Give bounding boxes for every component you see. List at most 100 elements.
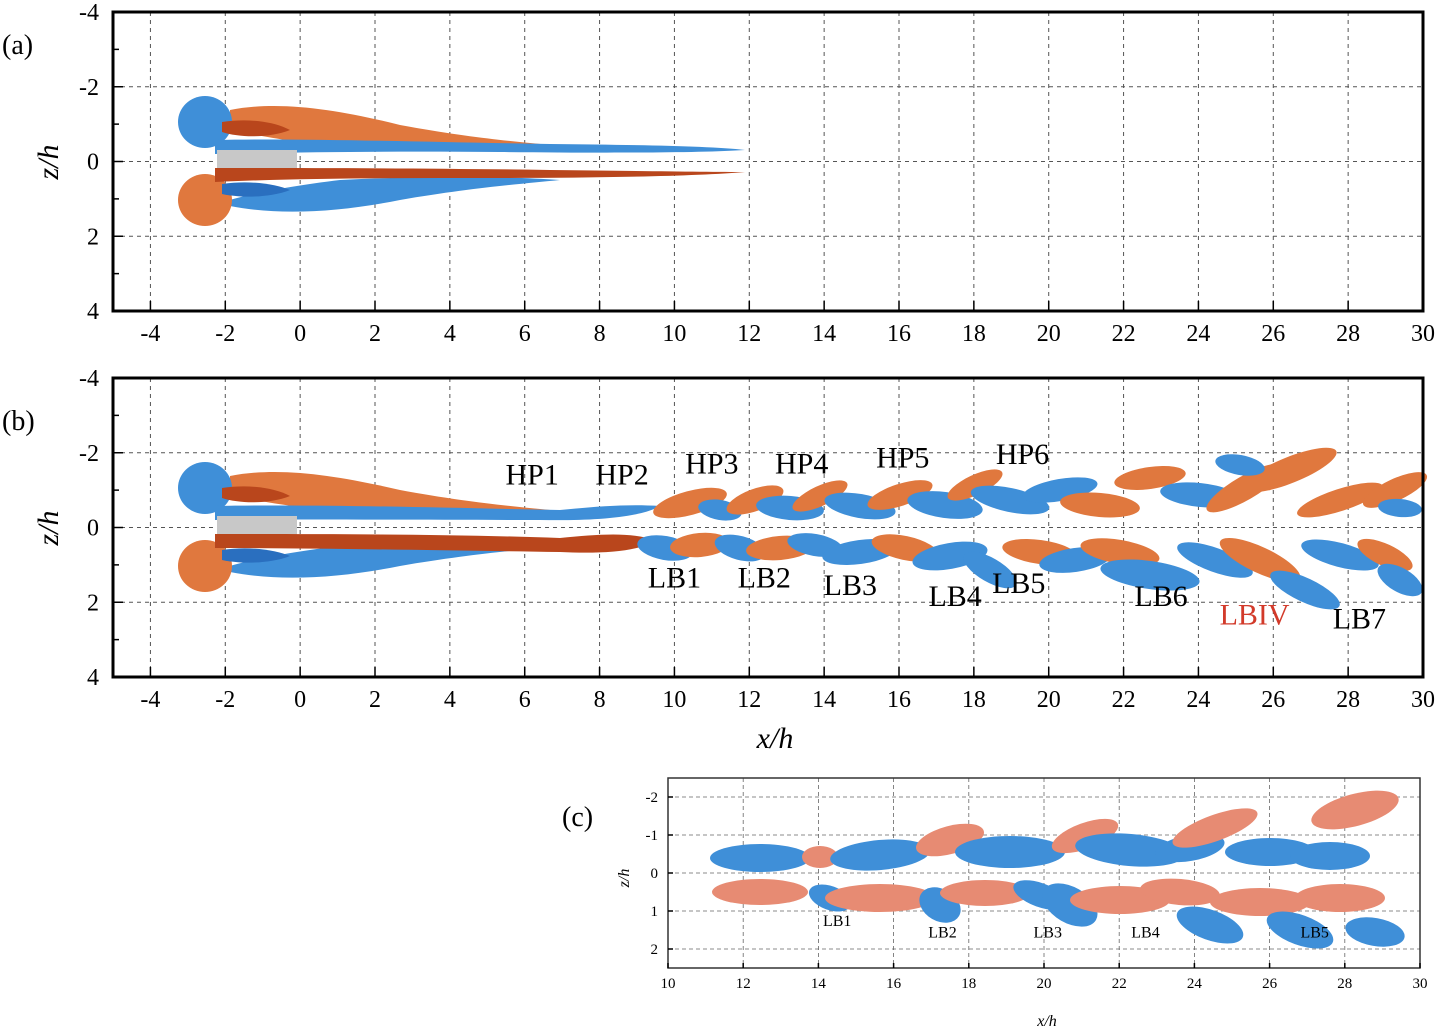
panel-c-xtick-label: 26 bbox=[1262, 976, 1278, 992]
panel-c-isosurfaces bbox=[710, 790, 1405, 949]
vortex-blob bbox=[940, 880, 1030, 906]
panel-b-xtick-label: 12 bbox=[737, 687, 761, 713]
structure-label-hp6: HP6 bbox=[996, 438, 1049, 471]
structure-label-lbiv: LBIV bbox=[1220, 599, 1290, 632]
vortex-blob bbox=[1177, 542, 1253, 578]
vortex-blob bbox=[1215, 454, 1265, 476]
vortex-blob bbox=[1378, 498, 1422, 518]
structure-label-lb6: LB6 bbox=[1134, 580, 1187, 613]
vortex-blob bbox=[947, 469, 1003, 501]
vortex-blob bbox=[1377, 563, 1423, 597]
vortex-blob bbox=[970, 485, 1050, 515]
panel-a-xtick-label: 6 bbox=[519, 321, 531, 347]
panel-b-far-wake-vortices bbox=[637, 447, 1428, 610]
panel-c-ztick-label: 2 bbox=[651, 942, 659, 958]
panel-a-upper-blue-head bbox=[178, 96, 232, 148]
panel-b-lower-blue-core bbox=[222, 548, 290, 563]
panel-b-ylabel: z/h bbox=[32, 510, 65, 546]
vortex-blob bbox=[825, 884, 935, 912]
vortex-blob bbox=[1301, 539, 1379, 571]
panel-b-ztick-label: 0 bbox=[87, 516, 99, 542]
panel-c-xtick-label: 30 bbox=[1413, 976, 1428, 992]
panel-c-label: (c) bbox=[562, 802, 593, 833]
vortex-blob bbox=[1100, 559, 1200, 591]
panel-b-xtick-label: 26 bbox=[1261, 687, 1285, 713]
vortex-blob bbox=[1266, 911, 1334, 949]
panel-c-xtick-label: 14 bbox=[811, 976, 827, 992]
panel-b-xlabel: x/h bbox=[756, 722, 794, 755]
structure-label-hp2: HP2 bbox=[595, 459, 648, 492]
vortex-blob bbox=[710, 844, 810, 872]
vortex-blob bbox=[1311, 790, 1399, 830]
panel-b-xtick-label: 22 bbox=[1112, 687, 1136, 713]
panel-c-xlabel: x/h bbox=[1036, 1013, 1057, 1029]
panel-a-upper-orange-sheet bbox=[230, 105, 560, 149]
panel-c-ylabel: z/h bbox=[616, 869, 633, 889]
panel-b-xtick-label: 28 bbox=[1336, 687, 1360, 713]
structure-label-lb1: LB1 bbox=[648, 561, 701, 594]
vortex-blob bbox=[1210, 888, 1310, 916]
vortex-blob bbox=[1357, 538, 1413, 572]
vortex-blob bbox=[1140, 878, 1220, 906]
panel-b-label: (b) bbox=[2, 406, 35, 437]
vortex-blob bbox=[1362, 472, 1428, 508]
panel-b-upper-blue-head bbox=[178, 462, 232, 514]
panel-b-ztick-label: 2 bbox=[87, 590, 99, 616]
panel-b: (b) -4 -2 0 2 4 6 8 10 12 14 16 18 20 22 24 26 28 30-4-20… bbox=[2, 366, 1435, 755]
panel-c-xtick-label: 12 bbox=[736, 976, 751, 992]
vortex-blob bbox=[1295, 884, 1385, 912]
panel-a-xtick-label: 22 bbox=[1112, 321, 1136, 347]
structure-label-lb7: LB7 bbox=[1333, 602, 1386, 635]
panel-c-xtick-label: 16 bbox=[886, 976, 902, 992]
panel-a-ztick-label: -4 bbox=[79, 0, 99, 26]
panel-c-xtick-label: 10 bbox=[661, 976, 676, 992]
panel-c-xtick-label: 24 bbox=[1187, 976, 1203, 992]
panel-a-upper-blue-sheet bbox=[215, 139, 745, 154]
panel-b-structure-labels: HP1 HP2 HP3 HP4 HP5 HP6 LB1 LB2 LB3 LB4 LB5 LB6 LBIV… bbox=[506, 438, 1387, 635]
panel-a-xtick-label: 18 bbox=[962, 321, 986, 347]
vortex-blob bbox=[792, 480, 848, 512]
vortex-blob bbox=[1176, 906, 1244, 944]
panel-b-grid bbox=[113, 378, 1423, 677]
vortex-blob bbox=[1114, 466, 1186, 490]
panel-a-isosurfaces bbox=[178, 96, 745, 226]
panel-b-ztick-label: -2 bbox=[79, 441, 99, 467]
panel-c-structure-labels: LB1 LB2 LB3 LB4 LB5 bbox=[823, 913, 1329, 941]
panel-b-lower-orange-sheet bbox=[215, 534, 655, 553]
panel-b-isosurfaces bbox=[178, 447, 1428, 610]
structure-label-hp1: HP1 bbox=[506, 459, 559, 492]
panel-b-lower-blue-sheet bbox=[230, 543, 560, 578]
panel-b-xtick-label: 18 bbox=[962, 687, 986, 713]
panel-a: (a) -4 -2 0 2 4 6 8 10 12 14 16 18 20 22 24 26 28 30-4-20… bbox=[2, 0, 1435, 347]
structure-label-lb4: LB4 bbox=[928, 580, 981, 613]
vortex-blob bbox=[1172, 808, 1258, 848]
panel-a-lower-orange-sheet bbox=[215, 168, 745, 182]
panel-b-xtick-label: 10 bbox=[662, 687, 686, 713]
structure-label-hp3: HP3 bbox=[685, 447, 738, 480]
panel-c-xtick-label: 22 bbox=[1112, 976, 1127, 992]
panel-c-ztick-label: 0 bbox=[651, 866, 659, 882]
panel-a-xtick-label: 0 bbox=[294, 321, 306, 347]
panel-a-xtick-label: 2 bbox=[369, 321, 381, 347]
panel-b-upper-orange-sheet bbox=[230, 471, 560, 514]
panel-a-ztick-label: 0 bbox=[87, 150, 99, 176]
panel-b-xtick-label: -2 bbox=[215, 687, 235, 713]
vortex-blob bbox=[1270, 570, 1340, 610]
vortex-blob bbox=[963, 551, 1017, 589]
panel-b-xtick-label: 24 bbox=[1186, 687, 1210, 713]
vortex-blob bbox=[802, 846, 838, 868]
vortex-blob bbox=[670, 532, 730, 558]
panel-a-upper-orange-core bbox=[222, 120, 290, 137]
panel-a-ylabel: z/h bbox=[32, 144, 65, 180]
panel-a-ztick-label: -2 bbox=[79, 75, 99, 101]
panel-b-xtick-label: 14 bbox=[812, 687, 836, 713]
panel-a-xtick-label: 28 bbox=[1336, 321, 1360, 347]
panel-a-xtick-label: 10 bbox=[662, 321, 686, 347]
panel-b-xtick-label: 20 bbox=[1037, 687, 1061, 713]
panel-a-lower-blue-core bbox=[222, 182, 290, 197]
panel-a-xtick-label: 12 bbox=[737, 321, 761, 347]
